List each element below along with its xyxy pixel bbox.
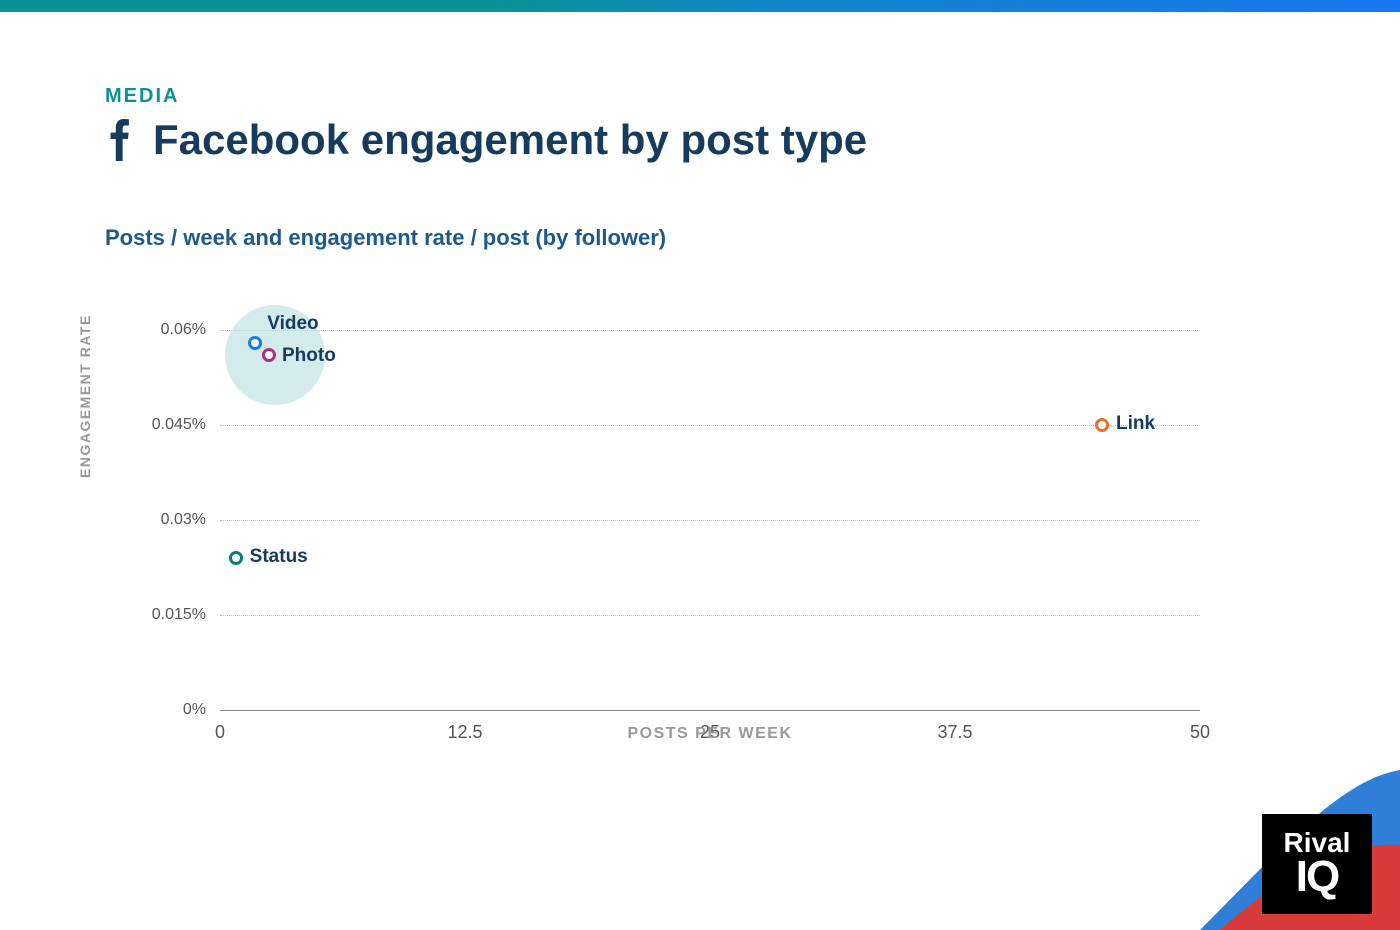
gridline: [220, 520, 1200, 521]
page-title: Facebook engagement by post type: [153, 116, 867, 164]
y-tick-label: 0.03%: [126, 511, 206, 529]
logo-text-line2: IQ: [1296, 855, 1338, 899]
data-point-link: [1095, 418, 1109, 432]
x-tick-label: 0: [215, 722, 225, 743]
data-point-photo: [262, 348, 276, 362]
y-tick-label: 0.015%: [126, 606, 206, 624]
data-point-video: [248, 336, 262, 350]
scatter-chart: ENGAGEMENT RATE 0%0.015%0.03%0.045%0.06%…: [105, 300, 1225, 760]
x-tick-label: 37.5: [937, 722, 972, 743]
category-label: MEDIA: [105, 85, 867, 108]
rivaliq-logo: Rival IQ: [1262, 814, 1372, 914]
y-tick-label: 0.06%: [126, 321, 206, 339]
x-axis-label: POSTS PER WEEK: [627, 725, 792, 743]
data-point-status: [229, 551, 243, 565]
y-axis-label: ENGAGEMENT RATE: [77, 314, 93, 478]
x-tick-label: 12.5: [447, 722, 482, 743]
top-border-accent: [0, 0, 1400, 12]
data-label-link: Link: [1116, 413, 1155, 435]
data-label-video: Video: [267, 313, 318, 335]
facebook-icon: [105, 119, 135, 161]
title-row: Facebook engagement by post type: [105, 116, 867, 164]
plot-area: 0%0.015%0.03%0.045%0.06%012.52537.550Vid…: [220, 330, 1200, 710]
gridline: [220, 330, 1200, 331]
x-tick-label: 50: [1190, 722, 1210, 743]
y-tick-label: 0.045%: [126, 416, 206, 434]
gridline: [220, 425, 1200, 426]
data-label-photo: Photo: [282, 345, 336, 367]
y-tick-label: 0%: [126, 701, 206, 719]
chart-subtitle: Posts / week and engagement rate / post …: [105, 225, 666, 251]
gridline: [220, 615, 1200, 616]
header-block: MEDIA Facebook engagement by post type: [105, 85, 867, 164]
gridline: [220, 710, 1200, 711]
data-label-status: Status: [250, 546, 308, 568]
